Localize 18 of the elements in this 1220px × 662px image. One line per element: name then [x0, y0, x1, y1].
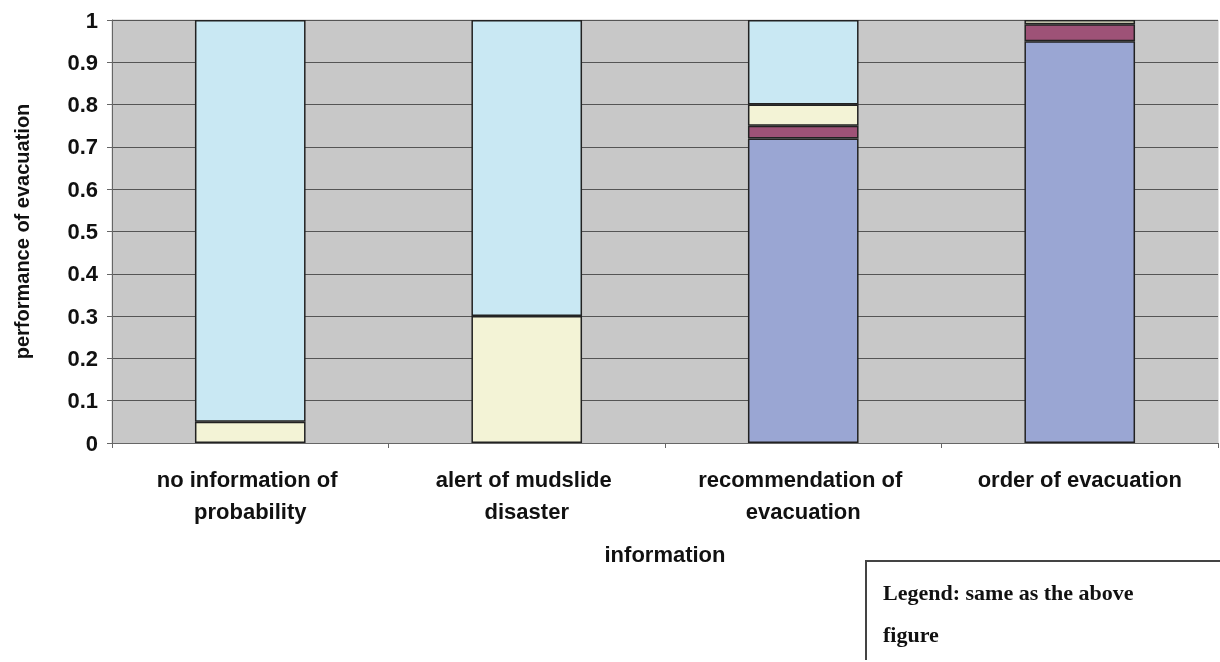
y-tick-label: 0.3 — [67, 303, 98, 329]
y-tick-label: 0.7 — [67, 134, 98, 160]
y-tick-label: 0.9 — [67, 49, 98, 75]
y-tick-label: 0.4 — [67, 261, 99, 287]
x-tick-label: alert of mudslide disaster — [435, 466, 618, 524]
x-axis-title: information — [604, 541, 726, 567]
x-tick-label: order of evacuation — [977, 466, 1182, 492]
y-tick-label: 0.6 — [67, 176, 98, 202]
y-axis-title: performance of evacuation — [11, 103, 33, 360]
y-tick-label: 0.8 — [67, 92, 98, 118]
x-tick-label: recommendation of evacuation — [698, 466, 909, 524]
x-tick-label: no information of probability — [156, 466, 344, 524]
text: Legend: same as the above figure — [883, 579, 1135, 649]
y-tick-label: 0 — [85, 430, 98, 456]
y-tick-label: 0.1 — [67, 388, 98, 414]
y-tick-label: 1 — [85, 7, 98, 33]
y-tick-label: 0.5 — [67, 219, 98, 244]
y-tick-label: 0.2 — [67, 345, 98, 371]
